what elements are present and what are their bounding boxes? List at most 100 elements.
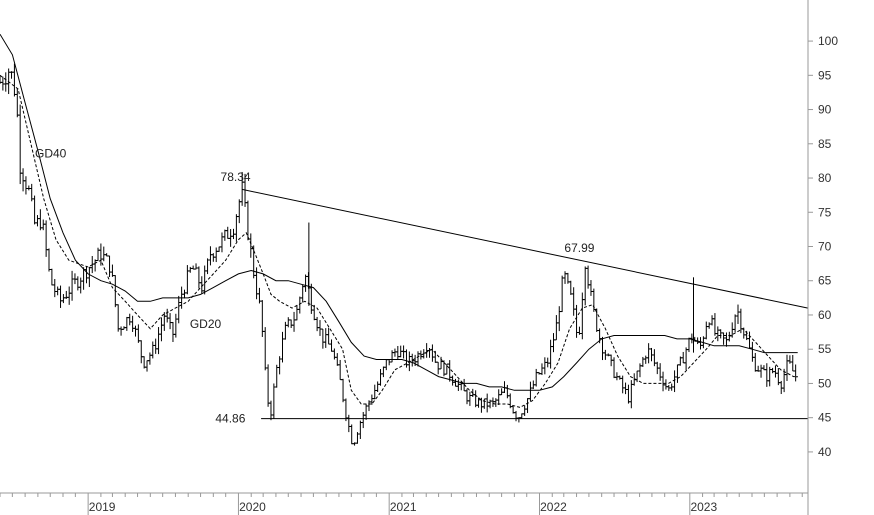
- price-bar: [349, 424, 354, 445]
- price-bar: [119, 326, 124, 336]
- price-bar: [727, 331, 732, 342]
- price-bar: [341, 378, 346, 403]
- price-bar: [485, 393, 490, 413]
- price-bar: [686, 337, 691, 353]
- price-bar: [263, 327, 268, 371]
- price-bar: [684, 347, 689, 371]
- price-bar: [326, 327, 331, 345]
- y-tick-label: 40: [818, 445, 832, 459]
- price-bar: [127, 313, 132, 326]
- y-tick-label: 50: [818, 376, 832, 390]
- price-bar: [390, 350, 395, 363]
- price-bar: [139, 340, 144, 364]
- price-bar: [173, 313, 178, 338]
- price-bar: [793, 364, 798, 382]
- price-bar: [32, 195, 37, 225]
- price-bar: [560, 275, 565, 313]
- price-bar: [18, 104, 23, 185]
- price-bar: [539, 363, 544, 376]
- price-bar: [70, 270, 75, 301]
- price-bar: [534, 368, 539, 387]
- price-bar: [176, 295, 181, 324]
- price-bar: [643, 355, 648, 364]
- price-bar: [300, 284, 305, 303]
- price-bar: [514, 410, 519, 422]
- price-bar: [107, 255, 112, 278]
- price-bar: [430, 344, 435, 362]
- price-bar: [205, 258, 210, 275]
- y-tick-label: 100: [818, 34, 838, 48]
- y-tick-label: 90: [818, 103, 832, 117]
- price-bar: [784, 354, 789, 381]
- price-bar: [698, 337, 703, 350]
- price-bar: [222, 229, 227, 241]
- x-tick-label: 2023: [690, 500, 717, 514]
- price-bar: [170, 321, 175, 343]
- annotations: GD40 GD20 78.34 67.99 44.86: [35, 146, 595, 425]
- price-bar: [764, 363, 769, 387]
- price-bar: [571, 287, 576, 316]
- x-tick-label: 2019: [89, 500, 116, 514]
- price-bar: [557, 306, 562, 332]
- price-bar: [52, 278, 57, 298]
- price-bar: [770, 367, 775, 374]
- price-bar: [436, 361, 441, 375]
- price-bar: [168, 313, 173, 330]
- price-bar: [38, 209, 43, 231]
- price-bar: [188, 266, 193, 273]
- price-bar: [208, 246, 213, 266]
- price-bar: [499, 388, 504, 396]
- price-bar: [444, 363, 449, 375]
- price-bar: [96, 247, 101, 262]
- price-bar: [248, 233, 253, 258]
- price-bar: [522, 405, 527, 416]
- price-bar: [658, 363, 663, 381]
- price-bar: [721, 332, 726, 345]
- y-tick-label: 55: [818, 342, 832, 356]
- price-bar: [93, 259, 98, 272]
- price-bar: [47, 248, 52, 272]
- price-bar: [219, 232, 224, 253]
- price-bar: [626, 384, 631, 404]
- price-bar: [378, 369, 383, 386]
- price-bar: [136, 324, 141, 343]
- price-bar: [101, 246, 106, 262]
- price-bar: [268, 400, 273, 421]
- price-bar: [237, 199, 242, 224]
- price-bar: [228, 229, 233, 247]
- price-bar: [266, 364, 271, 407]
- x-tick-label: 2022: [540, 500, 567, 514]
- price-bar: [588, 280, 593, 296]
- price-bar: [410, 353, 415, 367]
- price-bar: [286, 317, 291, 328]
- price-bar: [554, 315, 559, 341]
- price-bar: [294, 304, 299, 321]
- price-bar: [551, 333, 556, 353]
- price-bar: [681, 351, 686, 364]
- price-bar: [44, 220, 49, 257]
- price-bar: [715, 326, 720, 342]
- y-axis: 100 95 90 85 80 75 70 65 60 55 50 45 40: [807, 0, 838, 515]
- gd20-label: GD20: [190, 317, 222, 331]
- y-tick-label: 70: [818, 240, 832, 254]
- price-bar: [395, 345, 400, 360]
- support-level-label: 44.86: [215, 412, 245, 426]
- x-tick-label: 2021: [390, 500, 417, 514]
- price-bar: [280, 331, 285, 363]
- price-bar: [675, 364, 680, 383]
- price-bar: [185, 265, 190, 295]
- price-bar: [124, 316, 129, 331]
- price-bar: [528, 381, 533, 402]
- gd40-moving-average-line: [0, 33, 798, 391]
- price-bar: [61, 294, 66, 304]
- price-bar: [753, 352, 758, 372]
- price-bar: [707, 322, 712, 329]
- price-bar: [548, 339, 553, 369]
- price-bar: [87, 266, 92, 288]
- price-bar: [718, 329, 723, 339]
- price-bar: [225, 226, 230, 239]
- price-bar: [145, 360, 150, 372]
- price-bar: [338, 359, 343, 381]
- price-bar: [153, 338, 158, 354]
